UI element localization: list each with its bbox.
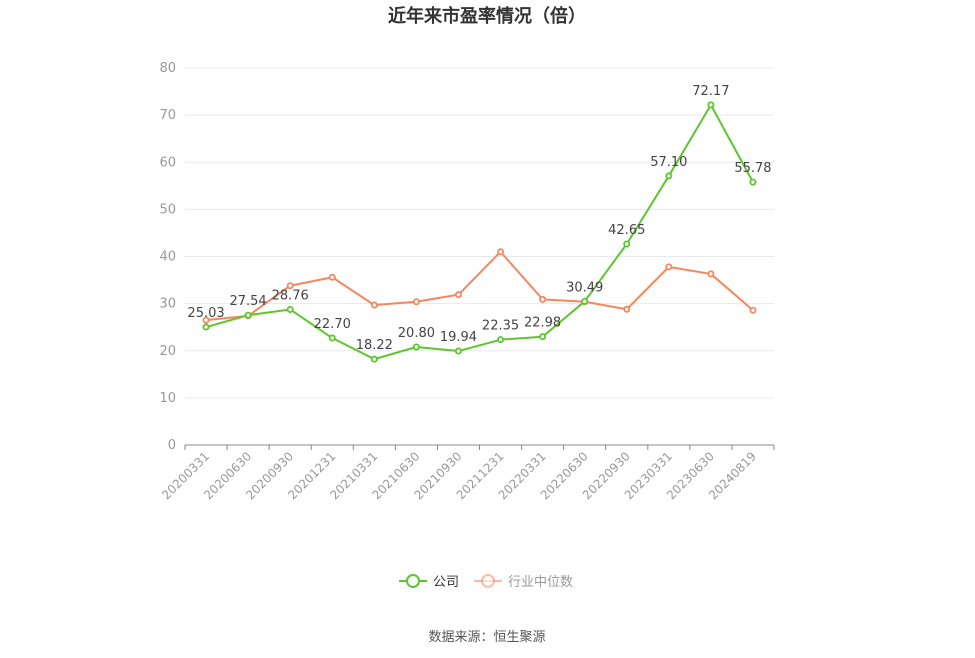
- data-point-industry-median[interactable]: [623, 305, 631, 313]
- data-label: 42.65: [608, 223, 645, 238]
- data-label: 25.03: [187, 306, 224, 321]
- data-labels: 25.03 27.54 28.76 22.70 18.22 20.80 19.94 22.35…: [187, 84, 771, 353]
- legend-item-industry-median[interactable]: 行业中位数: [474, 574, 573, 590]
- y-tick-label: 0: [168, 438, 176, 453]
- data-point-company[interactable]: [665, 172, 673, 180]
- data-point-industry-median[interactable]: [286, 282, 294, 290]
- legend-item-company[interactable]: 公司: [399, 574, 459, 590]
- data-label: 55.78: [734, 161, 771, 176]
- series-line-company: [205, 103, 754, 361]
- y-tick-label: 70: [159, 108, 176, 123]
- y-tick-label: 60: [159, 155, 176, 170]
- data-point-industry-median[interactable]: [412, 298, 420, 306]
- legend-label-company: 公司: [433, 575, 459, 590]
- y-tick-label: 40: [159, 250, 176, 265]
- y-tick-label: 10: [159, 391, 176, 406]
- data-point-company[interactable]: [244, 311, 252, 319]
- data-label: 72.17: [692, 84, 729, 99]
- data-point-company[interactable]: [286, 305, 294, 313]
- data-point-industry-median[interactable]: [497, 248, 505, 256]
- data-label: 22.98: [524, 316, 561, 331]
- data-label: 18.22: [356, 338, 393, 353]
- data-point-company[interactable]: [454, 347, 462, 355]
- data-point-industry-median[interactable]: [665, 263, 673, 271]
- y-tick-label: 80: [159, 61, 176, 76]
- data-label: 22.70: [314, 317, 351, 332]
- data-label: 19.94: [440, 330, 477, 345]
- legend-marker-company: [406, 574, 420, 588]
- data-point-industry-median[interactable]: [707, 270, 715, 278]
- data-point-company[interactable]: [202, 323, 210, 331]
- grid: [185, 67, 774, 399]
- data-point-industry-median[interactable]: [370, 301, 378, 309]
- data-point-industry-median[interactable]: [749, 306, 757, 314]
- x-axis: 2020033120200630202009302020123120210331…: [159, 444, 775, 502]
- legend-label-industry-median: 行业中位数: [508, 575, 573, 590]
- data-point-company[interactable]: [623, 240, 631, 248]
- data-point-company[interactable]: [749, 178, 757, 186]
- chart-title: 近年来市盈率情况（倍）: [388, 5, 586, 27]
- data-point-company[interactable]: [328, 334, 336, 342]
- y-tick-label: 30: [159, 297, 176, 312]
- data-label: 22.35: [482, 319, 519, 334]
- data-label: 20.80: [398, 326, 435, 341]
- data-point-company[interactable]: [707, 101, 715, 109]
- data-point-company[interactable]: [539, 333, 547, 341]
- data-label: 30.49: [566, 280, 603, 295]
- data-point-company[interactable]: [412, 343, 420, 351]
- series-line-industry-median: [205, 250, 754, 322]
- data-point-company[interactable]: [370, 355, 378, 363]
- data-point-company[interactable]: [497, 336, 505, 344]
- y-tick-label: 50: [159, 202, 176, 217]
- y-axis: 0 10 20 30 40 50 60 70 80: [159, 61, 176, 453]
- y-tick-label: 20: [159, 344, 176, 359]
- data-label: 27.54: [229, 294, 266, 309]
- series-lines: [202, 101, 757, 363]
- data-point-industry-median[interactable]: [454, 291, 462, 299]
- legend-marker-industry-median: [481, 574, 495, 588]
- legend[interactable]: 公司 行业中位数: [399, 574, 573, 590]
- data-point-company[interactable]: [581, 297, 589, 305]
- data-source: 数据来源：恒生聚源: [428, 630, 545, 645]
- data-label: 28.76: [272, 288, 309, 303]
- data-point-industry-median[interactable]: [328, 273, 336, 281]
- data-point-industry-median[interactable]: [202, 316, 210, 324]
- data-label: 57.10: [650, 155, 687, 170]
- data-point-industry-median[interactable]: [539, 295, 547, 303]
